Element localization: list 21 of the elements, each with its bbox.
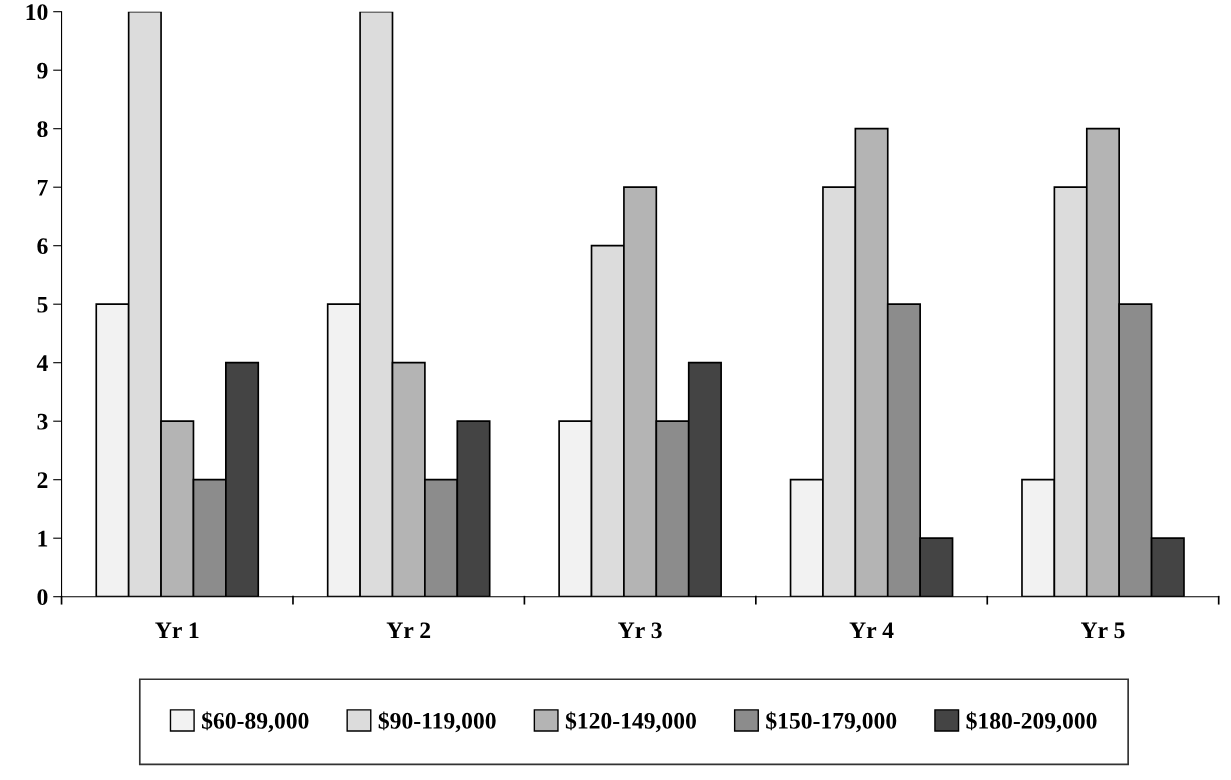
legend-label: $90-119,000 [378, 711, 496, 733]
x-tick-label: Yr 3 [618, 622, 662, 639]
legend-label: $150-179,000 [766, 711, 897, 733]
x-tick-label: Yr 4 [849, 622, 894, 639]
y-tick-label: 0 [37, 589, 48, 606]
y-tick-label: 7 [37, 179, 48, 196]
y-tick-label: 5 [37, 296, 48, 313]
y-tick-label: 9 [37, 62, 48, 79]
legend-label: $120-149,000 [565, 711, 696, 733]
y-tick-label: 4 [36, 355, 48, 371]
x-tick-label: Yr 2 [386, 622, 431, 639]
y-tick-label: 3 [37, 413, 48, 430]
y-tick-label: 1 [38, 530, 48, 547]
y-tick-label: 6 [37, 238, 48, 255]
x-tick-label: Yr 5 [1080, 622, 1125, 639]
y-tick-label: 8 [37, 121, 48, 138]
legend-label: $180-209,000 [966, 711, 1097, 733]
y-tick-label: 10 [26, 4, 48, 21]
y-tick-label: 2 [37, 472, 48, 488]
x-tick-label: Yr 1 [155, 622, 199, 639]
legend-label: $60-89,000 [202, 711, 309, 733]
